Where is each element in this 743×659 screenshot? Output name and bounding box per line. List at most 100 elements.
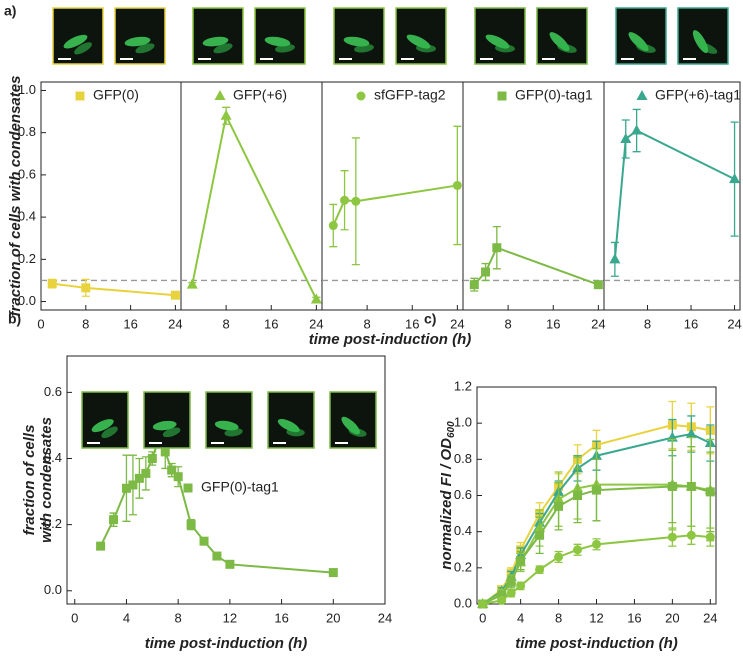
thumbnail-label: 4.5 h [152, 374, 182, 389]
marker [225, 559, 235, 569]
marker [186, 520, 196, 530]
thumbnail [615, 7, 667, 65]
marker [81, 283, 91, 293]
cell [348, 427, 367, 437]
y-tick-label: 0.2 [44, 516, 62, 531]
marker [109, 515, 119, 525]
x-tick-label: 24 [703, 610, 717, 625]
marker [685, 428, 697, 439]
thumbnail-label: 24 h [127, 0, 153, 5]
marker [183, 483, 193, 493]
y-tick-label: 0.6 [44, 384, 62, 399]
y-tick-label: 0.6 [454, 487, 472, 502]
x-tick-label: 12 [589, 610, 603, 625]
thumbnail-label: 6 h [350, 0, 369, 5]
thumbnail [114, 7, 166, 65]
legend-label: GFP(+6) [233, 87, 287, 103]
thumbnail-label: 24 h [549, 0, 575, 5]
cell [202, 36, 229, 47]
x-axis-label: time post-induction (h) [309, 331, 471, 348]
plot-frame [180, 81, 323, 311]
marker [497, 595, 507, 605]
x-tick-label: 16 [264, 316, 278, 331]
marker [620, 133, 632, 143]
x-tick-label: 16 [546, 316, 560, 331]
cell [162, 427, 181, 438]
x-tick-label: 8 [644, 316, 651, 331]
legend-label: GFP(0) [93, 87, 139, 103]
marker [351, 196, 361, 206]
legend-label: GFP(0)-tag1 [201, 479, 279, 495]
y-tick-label: 0.2 [18, 251, 36, 266]
series-line [332, 184, 458, 226]
y-tick-label: 1.0 [18, 82, 36, 97]
panel-label: a) [4, 3, 16, 19]
thumbnail-label: 6 h [491, 0, 510, 5]
x-tick-label: 16 [274, 610, 288, 625]
x-tick-label: 8 [364, 316, 371, 331]
marker [686, 481, 696, 491]
cell [264, 36, 291, 47]
marker [686, 530, 696, 540]
y-tick-label: 0.0 [44, 582, 62, 597]
x-tick-label: 24 [378, 610, 392, 625]
thumbnail [254, 7, 306, 65]
marker [609, 253, 621, 264]
thumbnail-label: 24 h [408, 0, 434, 5]
marker [592, 485, 601, 495]
marker [328, 568, 338, 578]
marker [506, 588, 516, 598]
thumbnail-label: 8 h [209, 0, 228, 5]
marker [147, 454, 157, 464]
marker [535, 565, 545, 575]
marker [705, 487, 715, 497]
cell [63, 34, 88, 49]
marker [535, 530, 545, 540]
thumbnail [677, 7, 729, 65]
thumbnail-label: 24 h [267, 0, 293, 5]
x-tick-label: 20 [665, 610, 679, 625]
marker [667, 481, 677, 491]
cell [152, 420, 177, 431]
x-tick-label: 0 [37, 316, 44, 331]
thumbnail [395, 7, 447, 65]
y-tick-label: 0.8 [18, 124, 36, 139]
cell [698, 42, 718, 54]
x-tick-label: 24 [309, 316, 323, 331]
marker [497, 590, 507, 600]
cell [343, 36, 370, 47]
marker [452, 180, 462, 190]
marker [592, 539, 601, 549]
marker [481, 267, 491, 277]
series-line [191, 112, 318, 300]
y-axis-label-sub: 600 [446, 421, 457, 438]
cell [224, 428, 243, 437]
cell [636, 43, 656, 53]
plot-frame [66, 355, 386, 605]
y-axis-label: fraction of cells with condensates [7, 76, 24, 317]
x-tick-label: 12 [223, 610, 237, 625]
legend-label: sfGFP-tag2 [374, 87, 446, 103]
cell [101, 426, 118, 439]
panel-label: b) [8, 311, 21, 327]
thumbnail [333, 7, 385, 65]
x-tick-label: 16 [123, 316, 137, 331]
marker [167, 465, 177, 475]
marker [173, 472, 183, 482]
marker [573, 545, 583, 555]
y-axis-label: fraction of cells [21, 425, 38, 536]
x-tick-label: 8 [175, 610, 182, 625]
x-tick-label: 8 [223, 316, 230, 331]
x-tick-label: 16 [405, 316, 419, 331]
marker [667, 532, 677, 542]
cell [213, 43, 233, 54]
y-tick-label: 0.2 [454, 559, 472, 574]
marker [631, 124, 643, 135]
y-tick-label: 1.0 [454, 415, 472, 430]
marker [593, 280, 603, 290]
cell [74, 42, 92, 55]
thumbnail [267, 391, 315, 449]
x-tick-label: 24 [727, 316, 741, 331]
x-tick-label: 24 [168, 316, 182, 331]
